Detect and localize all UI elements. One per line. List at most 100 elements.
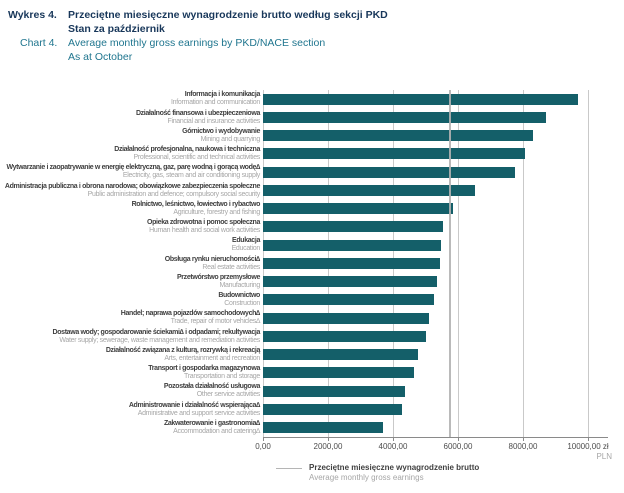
title-en-line2: As at October <box>68 51 133 63</box>
bar-chart: Informacja i komunikacja Information and… <box>0 90 624 462</box>
category-label-pl: Rolnictwo, leśnictwo, łowiectwo i rybact… <box>131 200 261 208</box>
bar <box>263 367 415 379</box>
category-label-en: Mining and quarrying <box>200 135 261 143</box>
average-line-swatch <box>276 468 302 469</box>
bar <box>263 130 534 142</box>
category-label-en: Administrative and support service activ… <box>137 409 261 417</box>
category-label-row: Działalność związana z kulturą, rozrywką… <box>0 346 263 364</box>
bar-row <box>263 163 608 181</box>
x-tick-label: 2000,00 <box>313 441 343 451</box>
bar <box>263 330 427 342</box>
category-label-en: Construction <box>224 300 260 308</box>
category-label-pl: Transport i gospodarka magazynowa <box>148 365 260 373</box>
category-labels: Informacja i komunikacja Information and… <box>0 90 263 438</box>
category-label-pl: Obsługa rynku nieruchomości∆ <box>164 255 261 263</box>
bar <box>263 239 442 251</box>
bar-row <box>263 127 608 145</box>
bar-row <box>263 108 608 126</box>
category-label-en: Financial and insurance activities <box>167 117 260 125</box>
gridline <box>458 90 459 437</box>
category-label-en: Public administration and defence; compu… <box>87 190 261 198</box>
bar-row <box>263 181 608 199</box>
bar <box>263 148 525 160</box>
bar <box>263 349 419 361</box>
legend-label-pl: Przeciętne miesięczne wynagrodzenie brut… <box>309 463 480 472</box>
category-label-pl: Edukacja <box>232 237 260 245</box>
bar <box>263 203 454 215</box>
category-label-row: Informacja i komunikacja Information and… <box>0 90 263 108</box>
category-label-row: Budownictwo Construction <box>0 291 263 309</box>
x-tick-mark <box>393 437 394 441</box>
bar <box>263 93 578 105</box>
x-tick-label: 10000,00 zł <box>567 441 609 451</box>
x-tick-mark <box>523 437 524 441</box>
bars-area <box>263 90 608 437</box>
bar <box>263 111 547 123</box>
bar-row <box>263 200 608 218</box>
category-label-pl: Informacja i komunikacja <box>184 91 261 99</box>
header-titles: Przeciętne miesięczne wynagrodzenie brut… <box>68 8 388 64</box>
bar <box>263 184 475 196</box>
bar <box>263 294 434 306</box>
plot-area <box>263 90 608 438</box>
bar-row <box>263 90 608 108</box>
bar-row <box>263 327 608 345</box>
category-label-pl: Przetwórstwo przemysłowe <box>176 273 260 281</box>
category-label-pl: Pozostała działalność usługowa <box>163 383 260 391</box>
category-label-pl: Zakwaterowanie i gastronomia∆ <box>163 419 260 427</box>
category-label-pl: Opieka zdrowotna i pomoc społeczna <box>147 219 260 227</box>
bar <box>263 422 383 434</box>
category-label-pl: Działalność związana z kulturą, rozrywką… <box>105 346 261 354</box>
bar-row <box>263 218 608 236</box>
x-tick-label: 4000,00 <box>378 441 408 451</box>
category-label-row: Górnictwo i wydobywanie Mining and quarr… <box>0 127 263 145</box>
legend-label-en: Average monthly gross earnings <box>309 473 424 482</box>
category-label-row: Rolnictwo, leśnictwo, łowiectwo i rybact… <box>0 200 263 218</box>
category-label-pl: Wytwarzanie i zaopatrywanie w energię el… <box>6 164 260 172</box>
bar-row <box>263 254 608 272</box>
bar <box>263 257 440 269</box>
category-label-en: Agriculture, forestry and fishing <box>173 208 260 216</box>
bar <box>263 166 515 178</box>
bar-row <box>263 291 608 309</box>
category-label-en: Trade, repair of motor vehicles∆ <box>170 318 261 326</box>
category-label-row: Pozostała działalność usługowa Other ser… <box>0 382 263 400</box>
category-label-en: Professional, scientific and technical a… <box>133 154 260 162</box>
category-label-en: Transportation and storage <box>184 373 260 381</box>
category-label-pl: Działalność finansowa i ubezpieczeniowa <box>135 109 260 117</box>
category-label-row: Zakwaterowanie i gastronomia∆ Accommodat… <box>0 419 263 437</box>
category-label-row: Edukacja Education <box>0 236 263 254</box>
x-tick-label: 8000,00 <box>508 441 538 451</box>
bar <box>263 276 437 288</box>
x-axis: PLN 0,00 2000,00 4000,00 6000,00 8000,00 1000… <box>255 437 612 462</box>
category-label-row: Wytwarzanie i zaopatrywanie w energię el… <box>0 163 263 181</box>
category-label-row: Działalność profesjonalna, naukowa i tec… <box>0 145 263 163</box>
x-tick-mark <box>263 437 264 441</box>
x-tick-label: 6000,00 <box>443 441 473 451</box>
category-label-en: Accommodation and catering∆ <box>173 427 260 435</box>
category-label-pl: Dostawa wody; gospodarowanie ściekami∆ i… <box>52 328 261 336</box>
gridline <box>588 90 589 437</box>
gridline <box>523 90 524 437</box>
category-label-en: Human health and social work activities <box>149 227 260 235</box>
bar-row <box>263 145 608 163</box>
category-label-en: Electricity, gas, steam and air conditio… <box>122 172 260 180</box>
bar-row <box>263 309 608 327</box>
category-label-en: Information and communication <box>171 99 260 107</box>
category-label-pl: Górnictwo i wydobywanie <box>182 127 260 135</box>
category-label-row: Dostawa wody; gospodarowanie ściekami∆ i… <box>0 327 263 345</box>
category-label-en: Manufacturing <box>219 281 261 289</box>
title-pl-line2: Stan za październik <box>68 23 165 35</box>
bar-row <box>263 400 608 418</box>
category-label-row: Obsługa rynku nieruchomości∆ Real estate… <box>0 254 263 272</box>
category-label-row: Administracja publiczna i obrona narodow… <box>0 181 263 199</box>
bar <box>263 385 406 397</box>
bar-row <box>263 273 608 291</box>
category-label-pl: Budownictwo <box>218 292 260 300</box>
wykres-number-label: Wykres 4. <box>8 9 57 21</box>
category-label-pl: Handel; naprawa pojazdów samochodowych∆ <box>120 310 261 318</box>
bar-row <box>263 364 608 382</box>
bar-row <box>263 419 608 437</box>
category-label-en: Arts, entertainment and recreation <box>164 354 260 362</box>
category-label-pl: Administracja publiczna i obrona narodow… <box>4 182 260 190</box>
